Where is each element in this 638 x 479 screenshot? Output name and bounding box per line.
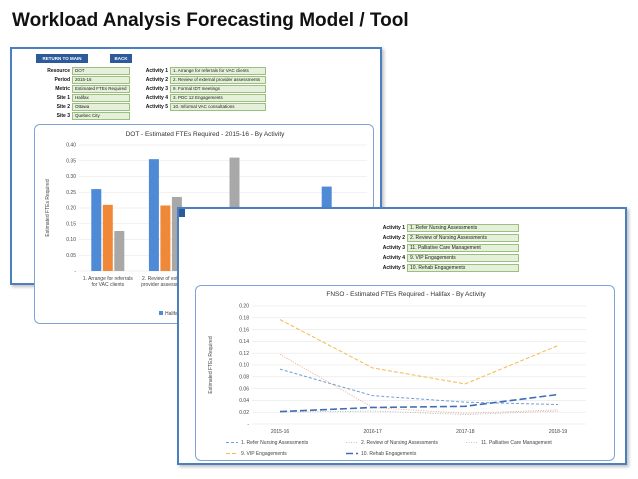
y-tick-label: 0.14 — [239, 339, 249, 345]
y-axis-label: Estimated FTEs Required — [208, 336, 214, 393]
chart-title: DOT - Estimated FTEs Required - 2015-16 … — [126, 131, 286, 138]
field-value[interactable]: Ottawa — [72, 103, 130, 111]
back-button[interactable]: BACK — [110, 54, 132, 63]
legend-label: 9. VIP Engagements — [241, 451, 287, 457]
y-tick-label: 0.18 — [239, 316, 249, 322]
activity-value[interactable]: 1. Refer Nursing Assessments — [407, 224, 519, 232]
activity-value[interactable]: 10. Informal VAC consultations — [170, 103, 266, 111]
x-tick-label: provider assessments — [141, 282, 190, 288]
activity-label: Activity 1 — [382, 225, 405, 231]
y-tick-label: 0.16 — [239, 327, 249, 333]
activity-value[interactable]: 9. Formal IDT meetings — [170, 85, 266, 93]
activity-label: Activity 5 — [145, 104, 168, 110]
x-tick-label: 2017-18 — [456, 429, 475, 435]
panel-tab-edge — [179, 209, 185, 217]
field-value[interactable]: Quebec City — [72, 112, 130, 120]
legend-label: 2. Review of Nursing Assessments — [361, 440, 438, 446]
activity-label: Activity 4 — [145, 95, 168, 101]
field-label: Resource — [47, 68, 70, 74]
y-tick-label: 0.20 — [239, 304, 249, 310]
field-label: Site 1 — [56, 95, 70, 101]
activity-label: Activity 2 — [382, 235, 405, 241]
bar — [102, 204, 113, 271]
page-title: Workload Analysis Forecasting Model / To… — [12, 10, 409, 31]
legend-swatch — [159, 311, 163, 315]
y-tick-label: 0.04 — [239, 398, 249, 404]
y-tick-label: 0.10 — [66, 237, 76, 243]
x-tick-label: for VAC clients — [91, 282, 124, 288]
legend-label: 10. Rehab Engagements — [361, 451, 417, 457]
y-tick-label: 0.12 — [239, 351, 249, 357]
activity-label: Activity 1 — [145, 68, 168, 74]
field-value[interactable]: DOT — [72, 67, 130, 75]
y-tick-label: 0.02 — [239, 410, 249, 416]
series-line — [279, 393, 559, 413]
bar — [148, 159, 159, 271]
bar — [160, 205, 171, 271]
y-tick-label: 0.35 — [66, 158, 76, 164]
activity-value[interactable]: 3. PDC 12 Engagements — [170, 94, 266, 102]
legend-label: 11. Palliative Care Management — [481, 440, 552, 446]
activity-label: Activity 3 — [145, 86, 168, 92]
activity-value[interactable]: 2. Review of external provider assessmen… — [170, 76, 266, 84]
y-tick-label: - — [74, 269, 76, 275]
field-label: Site 3 — [56, 113, 70, 119]
activity-value[interactable]: 9. VIP Engagements — [407, 254, 519, 262]
legend-label: Halifax — [165, 311, 181, 317]
y-tick-label: 0.15 — [66, 221, 76, 227]
x-tick-label: 2. Review of external — [142, 276, 189, 282]
field-value[interactable]: Estimated FTEs Required — [72, 85, 130, 93]
field-value[interactable]: 2015-16 — [72, 76, 130, 84]
y-tick-label: 0.08 — [239, 375, 249, 381]
bar — [91, 189, 102, 271]
y-tick-label: 0.06 — [239, 386, 249, 392]
activity-value[interactable]: 10. Rehab Engagements — [407, 264, 519, 272]
y-tick-label: 0.10 — [239, 363, 249, 369]
fnso-line-chart: FNSO - Estimated FTEs Required - Halifax… — [195, 285, 615, 461]
series-line — [279, 368, 559, 406]
activity-label: Activity 2 — [145, 77, 168, 83]
activity-value[interactable]: 1. Arrange for referrals for VAC clients — [170, 67, 266, 75]
x-tick-label: 1. Arrange for referrals — [83, 276, 134, 282]
y-tick-label: 0.20 — [66, 206, 76, 212]
field-label: Site 2 — [56, 104, 70, 110]
field-label: Metric — [55, 86, 70, 92]
y-tick-label: 0.40 — [66, 143, 76, 149]
y-tick-label: 0.05 — [66, 253, 76, 259]
return-to-main-page-button[interactable]: RETURN TO MAIN PAGE — [36, 54, 88, 70]
bar — [114, 230, 125, 271]
y-tick-label: 0.25 — [66, 190, 76, 196]
x-tick-label: 2015-16 — [271, 429, 290, 435]
activity-label: Activity 5 — [382, 265, 405, 271]
fnso-report-window: Activity 1 1. Refer Nursing Assessments Ac… — [177, 207, 627, 465]
x-tick-label: 2018-19 — [549, 429, 568, 435]
legend-label: 1. Refer Nursing Assessments — [241, 440, 309, 446]
chart-title: FNSO - Estimated FTEs Required - Halifax… — [326, 291, 486, 298]
activity-value[interactable]: 2. Review of Nursing Assessments — [407, 234, 519, 242]
y-tick-label: - — [247, 422, 249, 428]
series-line — [279, 319, 559, 385]
activity-label: Activity 4 — [382, 255, 405, 261]
activity-value[interactable]: 11. Palliative Care Management — [407, 244, 519, 252]
x-tick-label: 2016-17 — [363, 429, 382, 435]
field-label: Period — [54, 77, 70, 83]
y-tick-label: 0.30 — [66, 174, 76, 180]
y-axis-label: Estimated FTEs Required — [45, 179, 51, 236]
activity-label: Activity 3 — [382, 245, 405, 251]
bar — [171, 196, 182, 271]
series-line — [279, 354, 559, 414]
field-value[interactable]: Halifax — [72, 94, 130, 102]
